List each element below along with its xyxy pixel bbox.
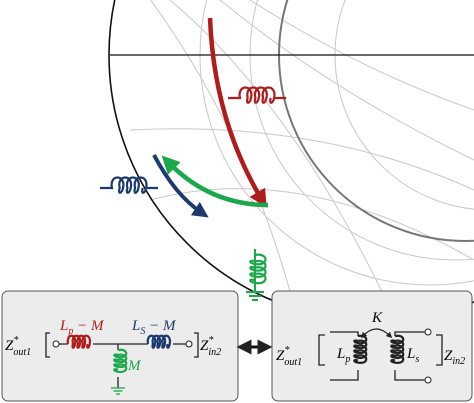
port-sub: in2 — [208, 347, 221, 358]
svg-text:Lp − M: Lp − M — [59, 318, 105, 337]
svg-text:Ls: Ls — [406, 346, 419, 365]
inductor-sub: s — [415, 354, 419, 365]
inductor-icon — [228, 86, 287, 104]
inductor-icon — [146, 334, 172, 349]
inductor-icon — [100, 176, 159, 194]
inductor-base: L — [59, 318, 68, 334]
inductor-icon — [113, 348, 128, 374]
port-sub: out1 — [13, 347, 31, 358]
inductor-icon — [390, 334, 405, 364]
inductor-base: L — [336, 346, 345, 362]
inductor-icon — [249, 249, 267, 289]
series-circuit: Z* out1 Lp − M LS − M Z* in2 M — [5, 318, 221, 395]
inductor-sub: S — [140, 326, 145, 337]
inductor-icon — [66, 334, 92, 349]
shunt-label: M — [127, 358, 142, 374]
svg-text:LS − M: LS − M — [131, 318, 177, 337]
port-sup: * — [284, 345, 289, 356]
inductor-base: L — [406, 346, 415, 362]
inductor-rest: − M — [73, 318, 105, 334]
svg-text:Z*in2: Z* in2 — [200, 335, 221, 358]
inductor-icon — [353, 334, 368, 364]
coupled-circuit: Z* out1 K Lp Ls Zin2 — [276, 310, 465, 384]
inductor-base: L — [131, 318, 140, 334]
svg-text:Z*out1: Z* out1 — [5, 335, 31, 358]
coupling-label: K — [371, 310, 383, 326]
inductor-rest: − M — [145, 318, 177, 334]
svg-text:Zin2: Zin2 — [444, 348, 465, 367]
svg-text:Z*out1: Z* out1 — [276, 345, 302, 368]
port-sub: in2 — [452, 356, 465, 367]
port-base: Z — [200, 338, 209, 354]
port-base: Z — [5, 338, 14, 354]
port-base: Z — [276, 348, 285, 364]
svg-text:Lp: Lp — [336, 346, 350, 365]
inductor-sub: p — [67, 326, 73, 337]
port-base: Z — [444, 348, 453, 364]
port-sup: * — [13, 335, 18, 346]
port-sup: * — [208, 335, 213, 346]
smith-chart — [100, 0, 474, 312]
port-sub: out1 — [284, 357, 302, 368]
inductor-sub: p — [344, 354, 350, 365]
